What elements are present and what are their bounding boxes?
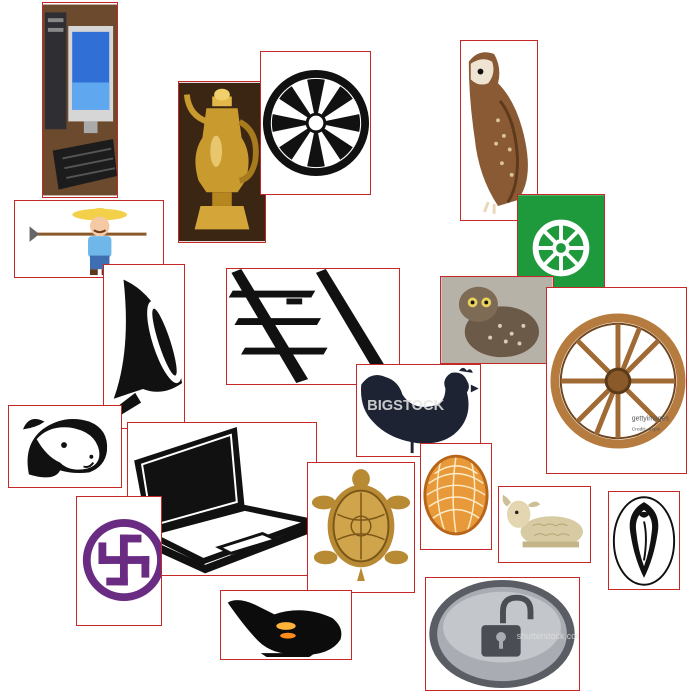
swastika-icon bbox=[77, 497, 161, 625]
wheel-icon bbox=[518, 195, 604, 301]
owl-brown-image[interactable] bbox=[460, 40, 538, 221]
hen-image[interactable]: BIGSTOCK bbox=[356, 364, 481, 457]
lamb-image[interactable] bbox=[498, 486, 591, 563]
goat-image[interactable] bbox=[8, 405, 122, 488]
swastika-image[interactable] bbox=[76, 496, 162, 626]
watermark-shutterstock: shutterstock.com bbox=[517, 631, 579, 641]
trumpet-image[interactable] bbox=[103, 264, 185, 429]
lamb-icon bbox=[499, 487, 590, 562]
computer-image[interactable] bbox=[42, 2, 118, 198]
conch-image[interactable] bbox=[608, 491, 680, 590]
tortoise-icon bbox=[308, 463, 414, 592]
conch-icon bbox=[609, 492, 679, 589]
laptop-icon bbox=[128, 423, 316, 575]
owl-icon bbox=[441, 277, 553, 363]
lamp-icon bbox=[221, 591, 351, 659]
watermark-getty: gettyimages bbox=[632, 415, 670, 422]
trumpet-icon bbox=[104, 266, 184, 427]
tortoise-image[interactable] bbox=[307, 462, 415, 593]
basket-icon bbox=[421, 444, 491, 549]
computer-icon bbox=[43, 4, 117, 196]
goat-icon bbox=[9, 406, 121, 487]
kettle-image[interactable] bbox=[178, 81, 266, 243]
watermark-bigstock: BIGSTOCK bbox=[367, 398, 445, 414]
lamp-image[interactable] bbox=[220, 590, 352, 660]
wheel-icon bbox=[261, 52, 370, 194]
wheel-bw-image[interactable] bbox=[260, 51, 371, 195]
basket-image[interactable] bbox=[420, 443, 492, 550]
lock-image[interactable]: shutterstock.com bbox=[425, 577, 580, 691]
cart-wheel-icon: gettyimages Credit: alxpin bbox=[547, 288, 686, 473]
watermark-credit: Credit: alxpin bbox=[632, 426, 661, 432]
hen-icon: BIGSTOCK bbox=[357, 365, 480, 456]
owl-small-image[interactable] bbox=[440, 276, 554, 364]
kettle-icon bbox=[179, 82, 265, 242]
cart-wheel-image[interactable]: gettyimages Credit: alxpin bbox=[546, 287, 687, 474]
lock-icon: shutterstock.com bbox=[426, 578, 579, 690]
owl-icon bbox=[461, 42, 537, 219]
laptop-image[interactable] bbox=[127, 422, 317, 576]
